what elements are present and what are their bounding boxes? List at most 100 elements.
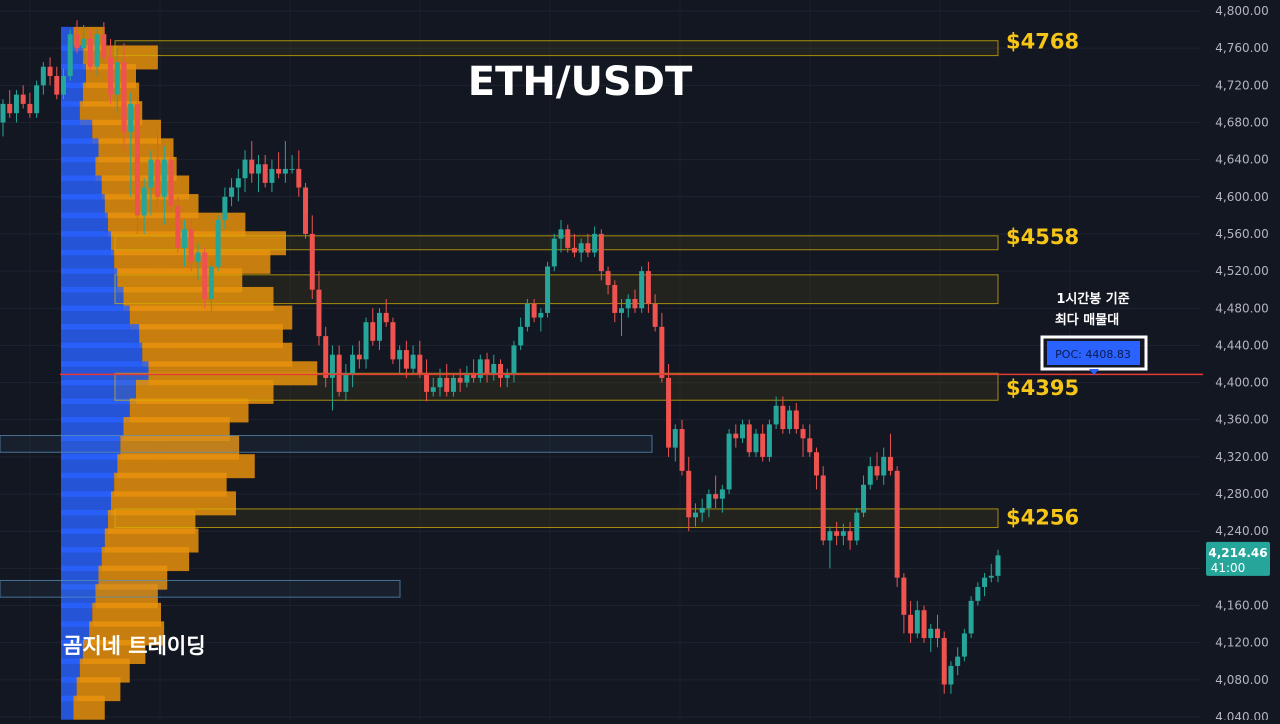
candle [13, 89, 19, 123]
candle-body [40, 66, 46, 86]
candle-body [67, 34, 73, 77]
candle [370, 308, 376, 346]
candle-body [571, 247, 577, 253]
candle [376, 308, 382, 351]
candle-body [518, 326, 524, 346]
candle-body [679, 429, 685, 471]
candle-body [215, 220, 221, 267]
y-tick-label: 4,640.00 [1215, 153, 1268, 167]
candle [20, 85, 26, 109]
candle [94, 29, 100, 77]
candle-body [908, 614, 914, 634]
price-zone [114, 508, 999, 528]
candle-body [941, 638, 947, 685]
candle [437, 368, 443, 397]
profile-buy-bar [61, 695, 74, 720]
candle-body [639, 271, 645, 309]
candle [834, 521, 840, 546]
candle-body [538, 312, 544, 318]
candle-body [437, 377, 443, 388]
candle-body [968, 600, 974, 634]
candle [269, 159, 275, 193]
candle [800, 424, 806, 457]
current-price-label: 4,214.46 [1208, 546, 1267, 560]
candle [329, 345, 335, 411]
candle-body [773, 405, 779, 425]
candle-body [692, 512, 698, 518]
candle-body [54, 76, 60, 95]
candle-body [417, 354, 423, 374]
candle [54, 66, 60, 100]
candle [276, 152, 282, 179]
candle-body [370, 322, 376, 341]
candle [397, 345, 403, 374]
candle-body [202, 252, 208, 299]
candle [639, 266, 645, 313]
candle [229, 178, 235, 207]
candle [948, 661, 954, 694]
candle [982, 573, 988, 597]
candle-body [666, 377, 672, 448]
current-price-badge[interactable] [1206, 541, 1270, 576]
candle-body [229, 187, 235, 197]
candle [208, 261, 214, 313]
candle-body [820, 475, 826, 541]
candle-body [208, 266, 214, 299]
candle-body [141, 187, 147, 216]
level-label: $4395 [1006, 376, 1079, 400]
candle [182, 220, 188, 267]
candle-body [134, 103, 140, 216]
candle [498, 359, 503, 388]
price-axis[interactable]: 4,800.00 4,760.00 4,720.00 4,680.00 4,640.00… [1206, 4, 1270, 724]
candle-body [108, 57, 114, 95]
candle [571, 233, 577, 258]
candle [471, 359, 477, 383]
candle [430, 377, 436, 397]
candle [746, 419, 752, 457]
candle-body [471, 373, 477, 378]
candle-body [901, 577, 907, 615]
candle-body [982, 577, 988, 587]
candle [706, 489, 712, 518]
candle [719, 484, 725, 513]
candle [249, 141, 255, 183]
candle [7, 89, 13, 118]
candle [612, 280, 618, 323]
candle [303, 182, 309, 239]
poc-label: POC: 4408.83 [1055, 348, 1131, 361]
candle-body [444, 377, 450, 392]
candle-body [376, 312, 382, 341]
candle [155, 131, 161, 207]
candle [356, 340, 362, 369]
profile-sell-bar [92, 119, 161, 144]
y-tick-label: 4,040.00 [1215, 710, 1268, 720]
candle [713, 475, 719, 508]
candle [867, 456, 873, 490]
price-zone [114, 274, 999, 305]
profile-buy-bar [61, 119, 93, 144]
candle-body [881, 456, 887, 476]
candle [605, 266, 611, 295]
candle [242, 150, 248, 193]
candle [773, 396, 779, 430]
level-label: $4256 [1006, 505, 1079, 529]
candle [524, 298, 530, 332]
candle [47, 57, 53, 86]
candle [168, 152, 174, 211]
candle-body [733, 433, 739, 439]
candle [914, 600, 920, 639]
candle-body [524, 303, 530, 327]
candle-body [988, 575, 994, 578]
candle-body [269, 168, 275, 183]
candle-body [350, 354, 356, 374]
level-label: $4558 [1006, 225, 1079, 249]
candle [699, 498, 705, 522]
candle-body [356, 354, 362, 360]
candle-body [840, 531, 846, 536]
candle [390, 317, 396, 364]
candle-body [625, 298, 631, 309]
candle-body [975, 586, 981, 601]
candle-body [7, 103, 13, 114]
